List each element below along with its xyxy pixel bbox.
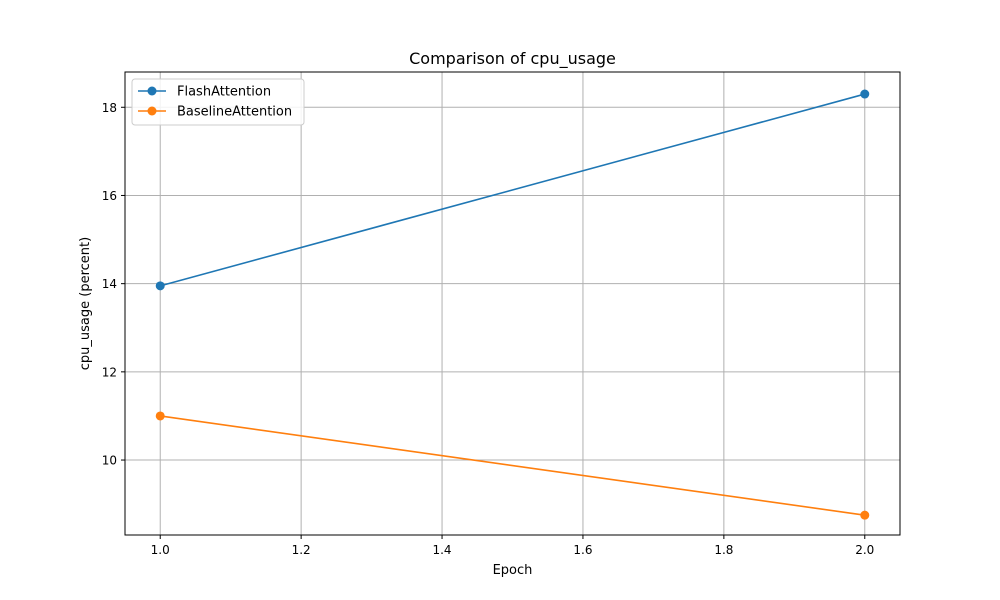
y-tick-label: 12	[102, 365, 117, 379]
x-tick-label: 1.8	[714, 543, 733, 557]
x-axis-label: Epoch	[493, 563, 533, 578]
x-tick-label: 2.0	[855, 543, 874, 557]
y-tick-label: 16	[102, 189, 117, 203]
x-tick-label: 1.6	[573, 543, 592, 557]
y-axis-label: cpu_usage (percent)	[78, 237, 93, 370]
legend-marker	[147, 106, 157, 116]
x-tick-label: 1.0	[151, 543, 170, 557]
x-axis: 1.0 1.2 1.4 1.6 1.8 2.0	[151, 535, 874, 557]
legend-entry: FlashAttention	[138, 85, 271, 100]
data-point	[860, 510, 870, 520]
series-FlashAttention	[155, 89, 870, 291]
x-tick-label: 1.4	[432, 543, 451, 557]
y-tick-label: 14	[102, 277, 117, 291]
plot-background	[125, 72, 900, 535]
legend-label: BaselineAttention	[177, 105, 292, 120]
y-tick-label: 10	[102, 454, 117, 468]
data-point	[860, 89, 870, 99]
x-tick-label: 1.2	[292, 543, 311, 557]
series-BaselineAttention	[155, 411, 870, 520]
legend-box	[131, 78, 305, 126]
legend-entry: BaselineAttention	[138, 105, 292, 120]
plot-area	[124, 71, 901, 536]
series-line	[160, 415, 865, 516]
data-point	[155, 281, 165, 291]
y-axis: 10 12 14 16 18	[102, 101, 125, 468]
series-line	[160, 93, 865, 287]
plot-frame	[124, 71, 901, 536]
data-point	[155, 411, 165, 421]
y-tick-label: 18	[102, 101, 117, 115]
grid	[125, 72, 900, 535]
series-layer	[155, 89, 870, 520]
legend-label: FlashAttention	[177, 85, 271, 100]
legend: FlashAttention BaselineAttention	[131, 78, 305, 126]
chart-title: Comparison of cpu_usage	[409, 49, 616, 69]
legend-marker	[147, 86, 157, 96]
